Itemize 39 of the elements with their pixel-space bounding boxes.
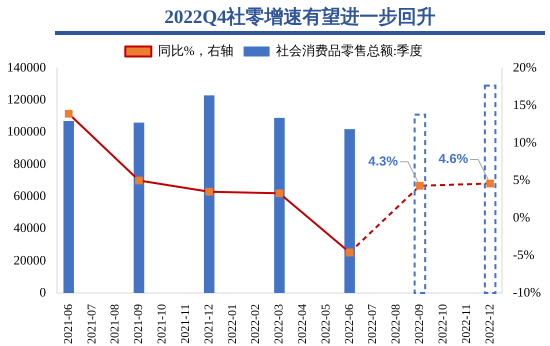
data-label: 4.6% bbox=[438, 151, 469, 166]
legend-label: 社会消费品零售总额:季度 bbox=[276, 42, 423, 58]
x-tick-label: 2022-12 bbox=[482, 304, 496, 344]
x-tick-label: 2021-10 bbox=[154, 304, 169, 344]
y-tick-label: 120000 bbox=[7, 92, 46, 107]
y2-tick-label: 20% bbox=[512, 59, 537, 74]
x-tick-label: 2022-02 bbox=[248, 304, 262, 344]
y2-tick-label: 0% bbox=[512, 209, 530, 224]
chart-title: 2022Q4社零增速有望进一步回升 bbox=[55, 4, 545, 35]
x-tick-label: 2022-09 bbox=[412, 304, 426, 344]
x-tick-label: 2022-04 bbox=[294, 304, 309, 344]
x-tick-label: 2022-10 bbox=[435, 304, 450, 344]
data-label: 4.3% bbox=[368, 153, 398, 168]
y-tick-label: 0 bbox=[40, 284, 46, 300]
x-tick-label: 2022-07 bbox=[365, 304, 380, 344]
y2-tick-label: 10% bbox=[512, 134, 537, 150]
x-tick-label: 2022-05 bbox=[318, 304, 332, 344]
legend-label: 同比%，右轴 bbox=[158, 42, 234, 58]
x-tick-label: 2021-11 bbox=[178, 304, 192, 344]
y2-tick-label: 15% bbox=[512, 96, 537, 112]
x-tick-label: 2022-06 bbox=[342, 304, 356, 344]
x-tick-label: 2021-06 bbox=[60, 304, 75, 344]
y-tick-label: 140000 bbox=[7, 59, 46, 74]
y2-tick-label: -5% bbox=[512, 246, 535, 262]
x-tick-label: 2021-08 bbox=[108, 304, 122, 344]
y-tick-label: 60000 bbox=[14, 188, 46, 203]
y2-tick-label: -10% bbox=[512, 284, 542, 300]
x-tick-label: 2022-11 bbox=[458, 304, 473, 344]
y-tick-label: 40000 bbox=[14, 220, 46, 236]
x-tick-label: 2022-08 bbox=[388, 304, 403, 344]
y-tick-label: 80000 bbox=[14, 156, 46, 171]
x-tick-label: 2022-03 bbox=[272, 304, 286, 344]
x-tick-label: 2021-09 bbox=[131, 304, 146, 344]
x-tick-label: 2021-12 bbox=[201, 304, 216, 344]
y-tick-label: 20000 bbox=[14, 252, 46, 268]
x-tick-label: 2021-07 bbox=[84, 304, 98, 344]
y-tick-label: 100000 bbox=[7, 124, 46, 139]
y2-tick-label: 5% bbox=[512, 172, 530, 187]
x-tick-label: 2022-01 bbox=[224, 304, 239, 344]
